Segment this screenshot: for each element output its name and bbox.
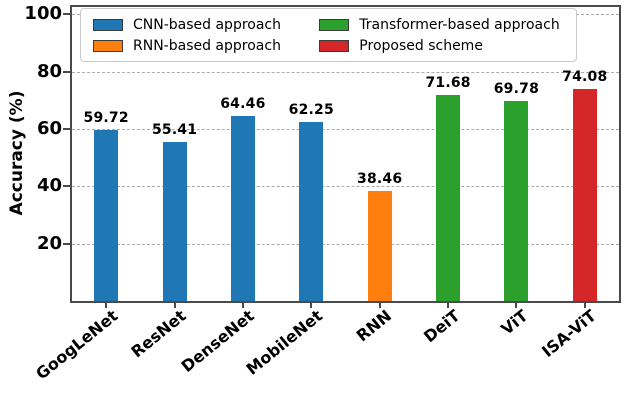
bar-value-label-ViT: 69.78 [493, 80, 540, 97]
bar-ResNet [162, 142, 187, 301]
y-tick-label-20: 20 [36, 232, 62, 254]
legend-label: Transformer-based approach [359, 16, 560, 33]
x-tick-mark-DenseNet [241, 303, 244, 308]
bar-ISA-ViT [572, 88, 597, 301]
legend-label: Proposed scheme [359, 37, 483, 54]
bar-value-label-DeiT: 71.68 [425, 75, 471, 92]
y-axis-title: Accuracy (%) [7, 90, 27, 216]
gridline-40 [72, 186, 619, 188]
gridline-80 [72, 71, 619, 73]
x-tick-label-ISA-ViT: ISA-ViT [538, 306, 600, 361]
bar-value-label-RNN: 38.46 [357, 170, 403, 187]
y-tick-label-60: 60 [36, 117, 62, 139]
x-tick-label-anchor-ISA-ViT: ISA-ViT [428, 306, 600, 361]
bar-value-label-DenseNet: 64.46 [220, 96, 266, 113]
bar-value-label-GoogLeNet: 59.72 [83, 109, 129, 126]
legend-swatch-icon [93, 18, 123, 31]
x-tick-mark-RNN [378, 303, 381, 308]
gridline-60 [72, 128, 619, 130]
legend-swatch-icon [319, 18, 350, 31]
bar-RNN [367, 190, 392, 301]
legend-swatch-icon [319, 39, 350, 52]
y-tick-mark-80 [63, 70, 70, 73]
legend-item: CNN-based approach [93, 17, 285, 33]
y-tick-label-100: 100 [24, 3, 62, 25]
y-tick-mark-40 [63, 185, 70, 188]
x-tick-mark-ViT [515, 303, 518, 308]
y-tick-mark-100 [63, 13, 70, 16]
bar-value-label-ResNet: 55.41 [151, 122, 198, 139]
y-tick-mark-60 [63, 127, 70, 130]
legend-item: RNN-based approach [93, 38, 285, 54]
y-tick-label-80: 80 [36, 60, 62, 82]
bar-DenseNet [230, 116, 255, 301]
bar-value-label-ISA-ViT: 74.08 [562, 68, 608, 85]
x-tick-mark-ResNet [173, 303, 176, 308]
x-tick-mark-DeiT [447, 303, 450, 308]
legend-item: Transformer-based approach [319, 17, 564, 33]
legend-label: CNN-based approach [133, 16, 281, 33]
bar-MobileNet [299, 122, 324, 301]
legend-item: Proposed scheme [319, 38, 564, 54]
legend-swatch-icon [93, 39, 123, 52]
x-tick-mark-GoogLeNet [105, 303, 108, 308]
bar-ViT [504, 100, 529, 301]
x-tick-mark-MobileNet [310, 303, 313, 308]
legend: CNN-based approach RNN-based approach Tran… [80, 8, 577, 62]
gridline-20 [72, 243, 619, 245]
x-tick-mark-ISA-ViT [583, 303, 586, 308]
bar-DeiT [436, 95, 461, 301]
y-tick-label-40: 40 [36, 175, 62, 197]
legend-label: RNN-based approach [133, 37, 281, 54]
bar-value-label-MobileNet: 62.25 [288, 102, 334, 119]
y-tick-mark-20 [63, 242, 70, 245]
bar-GoogLeNet [94, 129, 119, 301]
